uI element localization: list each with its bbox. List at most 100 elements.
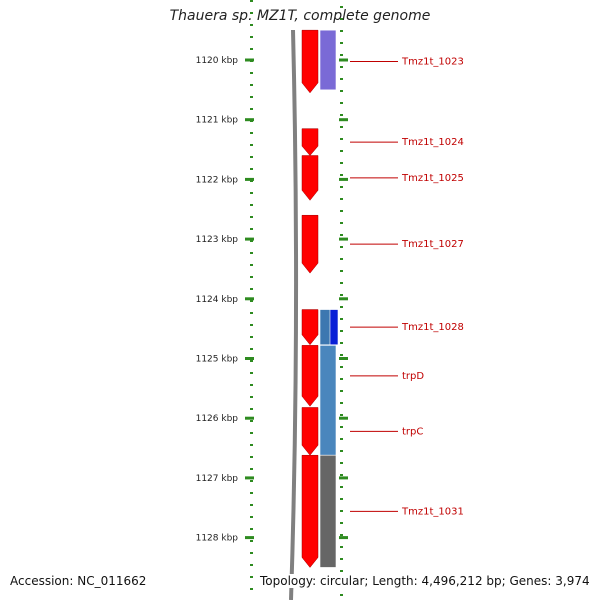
minor-tick [340,390,343,392]
tick-label: 1120 kbp [196,56,239,66]
major-tick [245,297,254,301]
minor-tick [340,450,343,452]
minor-tick [250,12,253,14]
tick-label: 1127 kbp [196,474,239,484]
major-tick [245,416,254,420]
tick-label: 1121 kbp [196,116,239,126]
minor-tick [340,78,343,80]
minor-tick [250,132,253,134]
major-tick [339,58,348,62]
tick-marks-right [339,6,348,596]
minor-tick [340,90,343,92]
major-tick [339,177,348,181]
minor-tick [340,102,343,104]
minor-tick [340,342,343,344]
minor-tick [340,354,343,356]
minor-tick [250,588,253,590]
gene-arrow [301,345,319,407]
minor-tick [250,264,253,266]
minor-tick [250,492,253,494]
minor-tick [250,480,253,482]
minor-tick [340,270,343,272]
minor-tick [250,0,253,2]
gene-label: Tmz1t_1023 [401,56,464,67]
minor-tick [340,570,343,572]
minor-tick [340,30,343,32]
minor-tick [340,462,343,464]
minor-tick [340,222,343,224]
minor-tick [340,426,343,428]
major-tick [245,237,254,241]
minor-tick [250,72,253,74]
minor-tick [340,186,343,188]
minor-tick [250,276,253,278]
minor-tick [340,546,343,548]
purple-block [319,29,337,91]
major-tick [245,476,254,480]
minor-tick [340,138,343,140]
gene-arrow [301,29,319,94]
tick-label: 1126 kbp [196,414,239,424]
major-tick [245,118,254,122]
minor-tick [340,258,343,260]
gene-arrow [301,128,319,156]
minor-tick [250,444,253,446]
tick-marks-left [245,0,254,590]
minor-tick [340,366,343,368]
minor-tick [250,324,253,326]
minor-tick [340,414,343,416]
minor-tick [250,228,253,230]
tick-label: 1128 kbp [196,534,239,544]
gene-arrow [301,309,319,346]
blue-block [329,309,339,346]
minor-tick [250,372,253,374]
steelblue-block-2 [319,345,337,456]
major-tick [339,297,348,301]
minor-tick [340,42,343,44]
major-tick [245,58,254,62]
minor-tick [250,576,253,578]
major-tick [245,357,254,360]
minor-tick [250,420,253,422]
major-tick [339,118,348,122]
gene-arrow [301,454,319,568]
minor-tick [250,360,253,362]
tick-labels: 1120 kbp 1121 kbp 1122 kbp 1123 kbp 1124 kbp… [196,56,239,544]
minor-tick [250,504,253,506]
minor-tick [250,48,253,50]
minor-tick [250,180,253,182]
minor-tick [340,210,343,212]
minor-tick [340,114,343,116]
minor-tick [340,246,343,248]
topology-text: Topology: circular; Length: 4,496,212 bp… [258,574,592,588]
minor-tick [340,198,343,200]
map-title: Thauera sp. MZ1T, complete genome [169,8,431,24]
minor-tick [250,36,253,38]
gene-label: trpD [402,371,424,382]
minor-tick [340,150,343,152]
tick-label: 1125 kbp [196,355,239,365]
tick-label: 1122 kbp [196,175,239,185]
tick-label: 1123 kbp [196,235,239,245]
minor-tick [250,396,253,398]
minor-tick [250,432,253,434]
minor-tick [250,24,253,26]
minor-tick [340,18,343,20]
tick-label: 1124 kbp [196,295,239,305]
minor-tick [340,534,343,536]
minor-tick [340,294,343,296]
minor-tick [250,204,253,206]
minor-tick [340,438,343,440]
minor-tick [340,522,343,524]
gene-arrow [301,407,319,456]
minor-tick [250,156,253,158]
minor-tick [340,234,343,236]
gene-label: Tmz1t_1028 [401,322,464,333]
gray-block [319,454,337,568]
minor-tick [340,558,343,560]
minor-tick [340,330,343,332]
gene-label: Tmz1t_1027 [401,239,464,250]
minor-tick [340,6,343,8]
minor-tick [340,162,343,164]
